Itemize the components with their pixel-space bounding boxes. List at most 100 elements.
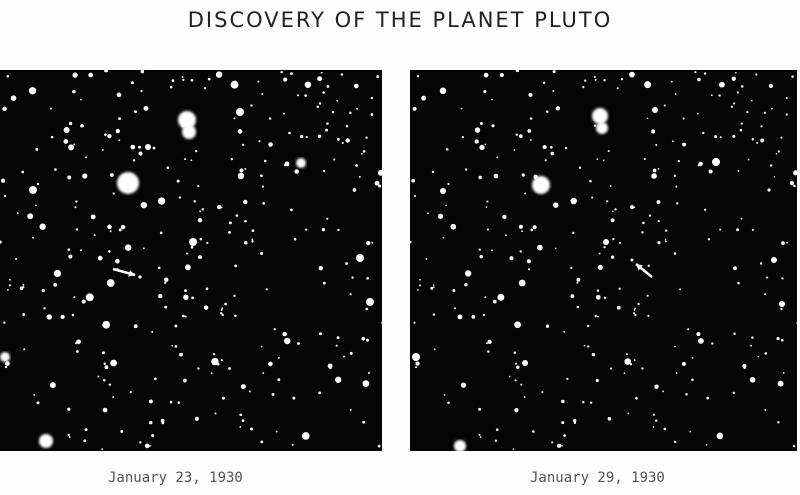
star: [22, 313, 26, 316]
star: [478, 433, 481, 436]
star: [495, 428, 499, 431]
star: [362, 420, 366, 424]
star: [566, 377, 569, 380]
star: [107, 224, 112, 230]
star: [710, 94, 713, 97]
star: [134, 110, 137, 114]
star: [737, 281, 740, 285]
star: [54, 168, 57, 171]
star: [68, 254, 73, 259]
star: [529, 117, 533, 120]
star: [341, 141, 344, 144]
star: [304, 81, 312, 88]
star: [478, 248, 481, 251]
star: [84, 428, 88, 432]
star: [6, 75, 10, 78]
star: [261, 92, 264, 96]
bright-star: [366, 298, 374, 306]
star: [740, 122, 743, 125]
star: [60, 314, 65, 319]
star: [355, 164, 358, 167]
star: [766, 276, 769, 279]
star: [362, 150, 366, 153]
star: [358, 175, 361, 178]
star: [294, 169, 300, 174]
star: [377, 444, 381, 448]
star: [323, 169, 326, 173]
star: [515, 362, 518, 365]
star: [216, 362, 220, 366]
star: [243, 199, 248, 205]
bright-star: [652, 107, 658, 113]
star: [479, 144, 485, 151]
star: [49, 382, 56, 389]
star: [694, 71, 697, 74]
star: [513, 149, 516, 151]
star: [211, 357, 219, 366]
star: [516, 365, 520, 369]
star: [234, 314, 237, 318]
star: [576, 277, 581, 282]
star: [171, 79, 175, 82]
star: [68, 144, 75, 151]
star: [610, 218, 615, 223]
star: [290, 208, 293, 212]
star: [138, 145, 142, 149]
star: [776, 337, 780, 341]
star: [665, 229, 668, 232]
star: [244, 240, 248, 245]
star: [598, 252, 601, 255]
star: [487, 350, 490, 353]
pluto: [138, 275, 142, 279]
star: [221, 313, 224, 317]
star: [590, 401, 593, 404]
star: [220, 359, 223, 362]
star: [647, 264, 650, 268]
star: [85, 293, 94, 302]
star: [82, 173, 88, 179]
star: [643, 158, 646, 161]
star: [41, 288, 45, 293]
star: [5, 361, 10, 366]
star: [691, 378, 694, 382]
star: [563, 434, 566, 437]
star: [596, 158, 599, 160]
star: [3, 194, 7, 198]
star: [457, 314, 463, 320]
star: [50, 135, 54, 139]
star: [781, 338, 784, 342]
star: [215, 71, 223, 78]
star: [104, 70, 108, 73]
star-field-right: [410, 70, 797, 451]
star: [101, 148, 104, 151]
star: [703, 72, 707, 75]
star: [750, 344, 752, 347]
star: [262, 372, 265, 374]
star: [607, 150, 610, 153]
star: [228, 367, 231, 370]
star: [439, 87, 447, 95]
star: [67, 433, 70, 436]
star: [22, 286, 25, 289]
star: [596, 289, 600, 292]
star: [288, 131, 291, 135]
star: [552, 90, 555, 93]
star: [482, 313, 486, 317]
star: [36, 401, 40, 405]
star: [616, 305, 621, 310]
star: [786, 241, 788, 244]
star: [297, 342, 300, 345]
star: [445, 148, 449, 151]
star: [174, 324, 178, 328]
star: [28, 87, 37, 95]
star: [583, 344, 586, 347]
star: [483, 90, 487, 94]
star: [785, 97, 788, 100]
star: [75, 350, 79, 353]
star: [687, 328, 690, 331]
star: [438, 213, 444, 219]
star: [740, 217, 743, 220]
star: [657, 241, 661, 245]
star: [110, 359, 117, 367]
star: [102, 379, 106, 382]
